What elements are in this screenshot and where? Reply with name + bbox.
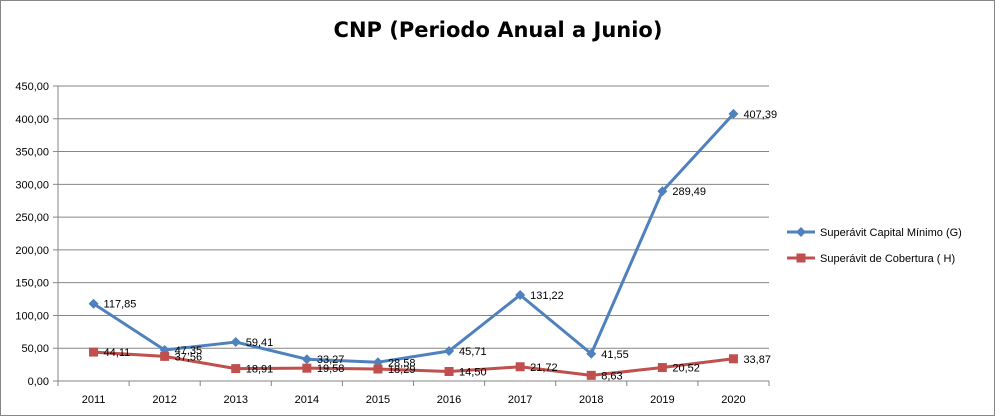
data-label: 117,85: [104, 299, 137, 311]
data-point: [88, 298, 99, 309]
data-label: 18,29: [388, 364, 416, 376]
y-tick-label: 100,00: [15, 310, 49, 322]
x-tick-label: 2011: [82, 394, 106, 406]
data-point: [302, 363, 312, 373]
data-point: [586, 348, 597, 359]
x-tick-label: 2014: [295, 394, 319, 406]
axes: 0,00 50,00 100,00 150,00 200,00 250,00 300,00 3…: [15, 81, 770, 406]
data-label: 37,56: [175, 351, 203, 363]
gridlines: [58, 85, 769, 349]
data-label: 28,58: [388, 357, 416, 369]
data-point: [728, 108, 739, 119]
x-tick-label: 2013: [224, 394, 248, 406]
data-point: [231, 364, 241, 374]
data-label: 407,39: [743, 109, 777, 121]
data-label: 59,41: [246, 337, 274, 349]
series: [88, 108, 739, 380]
y-tick-label: 0,00: [28, 376, 49, 388]
data-label: 14,50: [459, 366, 487, 378]
legend: Superávit Capital Mínimo (G) Superávit de…: [787, 227, 962, 265]
data-label: 131,22: [530, 290, 564, 302]
y-tick-label: 150,00: [15, 278, 49, 290]
data-label: 21,72: [530, 362, 558, 374]
x-tick-label: 2015: [366, 394, 390, 406]
y-tick-label: 50,00: [21, 343, 49, 355]
data-label: 47,35: [175, 345, 203, 357]
data-point: [373, 364, 383, 374]
data-label: 33,87: [743, 354, 771, 366]
data-point: [657, 363, 667, 373]
data-labels: 117,85 47,35 59,41 33,27 28,58 45,71 131,22 41,…: [104, 109, 778, 382]
data-point: [728, 354, 738, 364]
series-line: [93, 350, 734, 377]
y-tick-label: 450,00: [15, 81, 49, 93]
series-line: [92, 112, 735, 364]
data-point: [657, 186, 668, 197]
data-label: 20,52: [672, 363, 700, 375]
data-point: [89, 347, 99, 357]
data-label: 289,49: [672, 186, 706, 198]
data-point: [586, 370, 596, 380]
legend-label: Superávit Capital Mínimo (G): [820, 227, 962, 239]
x-tick-label: 2019: [650, 394, 674, 406]
x-tick-label: 2020: [721, 394, 745, 406]
data-point: [515, 362, 525, 372]
legend-label: Superávit de Cobertura ( H): [820, 253, 955, 265]
data-point: [301, 354, 312, 365]
data-label: 8,63: [601, 370, 622, 382]
data-label: 18,91: [246, 364, 274, 376]
chart-title: CNP (Periodo Anual a Junio): [334, 18, 663, 42]
legend-marker: [796, 253, 806, 263]
data-point: [515, 289, 526, 300]
data-point: [160, 351, 170, 361]
data-label: 33,27: [317, 354, 345, 366]
y-tick-label: 350,00: [15, 147, 49, 159]
x-tick-label: 2012: [152, 394, 176, 406]
x-tick-label: 2016: [437, 394, 461, 406]
y-tick-label: 250,00: [15, 212, 49, 224]
data-label: 44,11: [104, 347, 131, 359]
data-point: [230, 337, 241, 348]
data-point: [444, 346, 455, 357]
y-tick-label: 300,00: [15, 179, 49, 191]
x-tick-label: 2018: [579, 394, 603, 406]
data-label: 19,58: [317, 363, 345, 375]
data-label: 41,55: [601, 349, 629, 361]
legend-marker: [796, 227, 806, 237]
data-label: 45,71: [459, 346, 487, 358]
y-tick-label: 400,00: [15, 114, 49, 126]
data-point: [444, 366, 454, 376]
y-tick-label: 200,00: [15, 245, 49, 257]
x-tick-label: 2017: [508, 394, 532, 406]
